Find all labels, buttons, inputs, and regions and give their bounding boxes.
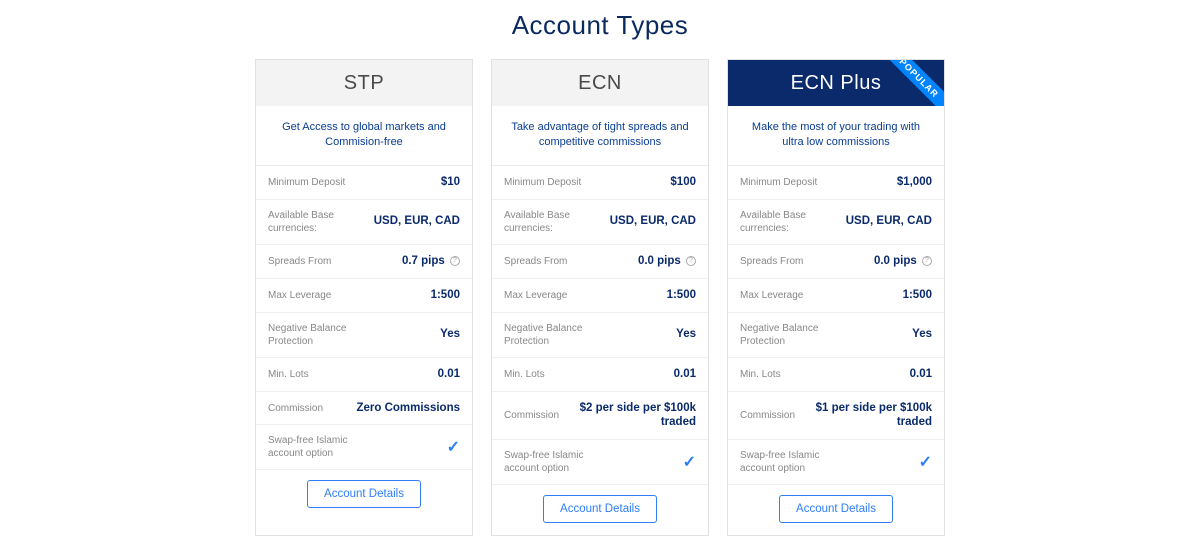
feature-value: $1 per side per $100k traded <box>795 401 932 431</box>
account-cards-container: STP Get Access to global markets and Com… <box>0 59 1200 536</box>
feature-label: Available Base currencies: <box>504 209 600 235</box>
feature-base-currencies: Available Base currencies: USD, EUR, CAD <box>256 200 472 245</box>
feature-value: $2 per side per $100k traded <box>559 401 696 431</box>
card-footer: Account Details <box>492 485 708 535</box>
check-icon: ✓ <box>683 452 696 472</box>
spreads-value: 0.7 pips <box>402 255 445 267</box>
feature-swap-free: Swap-free Islamic account option ✓ <box>256 425 472 470</box>
feature-leverage: Max Leverage 1:500 <box>256 279 472 313</box>
feature-value: Yes <box>440 327 460 342</box>
feature-base-currencies: Available Base currencies: USD, EUR, CAD <box>492 200 708 245</box>
feature-value: Yes <box>912 327 932 342</box>
card-name: ECN <box>578 72 622 95</box>
feature-label: Minimum Deposit <box>504 176 581 189</box>
feature-min-deposit: Minimum Deposit $100 <box>492 166 708 200</box>
feature-min-lots: Min. Lots 0.01 <box>728 358 944 392</box>
feature-label: Swap-free Islamic account option <box>740 449 836 475</box>
check-icon: ✓ <box>919 452 932 472</box>
feature-leverage: Max Leverage 1:500 <box>728 279 944 313</box>
feature-value: USD, EUR, CAD <box>374 214 460 229</box>
feature-label: Commission <box>740 409 795 422</box>
feature-neg-balance: Negative Balance Protection Yes <box>728 313 944 358</box>
card-footer: Account Details <box>256 470 472 520</box>
account-card-ecn-plus: ECN Plus POPULAR Make the most of your t… <box>727 59 945 536</box>
feature-value: USD, EUR, CAD <box>610 214 696 229</box>
card-header: ECN Plus POPULAR <box>728 60 944 106</box>
card-name: STP <box>344 72 384 95</box>
card-subtitle: Get Access to global markets and Commisi… <box>256 106 472 166</box>
spreads-value: 0.0 pips <box>874 255 917 267</box>
feature-value: USD, EUR, CAD <box>846 214 932 229</box>
feature-value: $10 <box>441 175 460 190</box>
feature-label: Commission <box>504 409 559 422</box>
check-icon: ✓ <box>447 437 460 457</box>
popular-ribbon: POPULAR <box>874 60 944 106</box>
feature-label: Spreads From <box>268 255 331 268</box>
feature-base-currencies: Available Base currencies: USD, EUR, CAD <box>728 200 944 245</box>
feature-min-deposit: Minimum Deposit $1,000 <box>728 166 944 200</box>
feature-label: Spreads From <box>504 255 567 268</box>
feature-neg-balance: Negative Balance Protection Yes <box>492 313 708 358</box>
feature-leverage: Max Leverage 1:500 <box>492 279 708 313</box>
account-card-stp: STP Get Access to global markets and Com… <box>255 59 473 536</box>
feature-label: Swap-free Islamic account option <box>504 449 600 475</box>
feature-label: Min. Lots <box>504 368 545 381</box>
feature-label: Negative Balance Protection <box>268 322 364 348</box>
feature-value: Yes <box>676 327 696 342</box>
feature-label: Commission <box>268 402 323 415</box>
feature-value: 0.01 <box>910 367 932 382</box>
feature-value: 0.0 pips ? <box>638 254 696 269</box>
card-header: STP <box>256 60 472 106</box>
feature-commission: Commission Zero Commissions <box>256 392 472 426</box>
feature-label: Minimum Deposit <box>740 176 817 189</box>
feature-label: Spreads From <box>740 255 803 268</box>
feature-swap-free: Swap-free Islamic account option ✓ <box>492 440 708 485</box>
feature-value: 0.01 <box>674 367 696 382</box>
feature-commission: Commission $2 per side per $100k traded <box>492 392 708 441</box>
feature-label: Negative Balance Protection <box>504 322 600 348</box>
account-details-button[interactable]: Account Details <box>307 480 421 508</box>
feature-min-deposit: Minimum Deposit $10 <box>256 166 472 200</box>
feature-spreads: Spreads From 0.0 pips ? <box>728 245 944 279</box>
card-footer: Account Details <box>728 485 944 535</box>
feature-value: 0.01 <box>438 367 460 382</box>
feature-swap-free: Swap-free Islamic account option ✓ <box>728 440 944 485</box>
feature-label: Max Leverage <box>268 289 331 302</box>
feature-label: Max Leverage <box>740 289 803 302</box>
account-card-ecn: ECN Take advantage of tight spreads and … <box>491 59 709 536</box>
feature-value: 1:500 <box>667 288 696 303</box>
feature-label: Min. Lots <box>268 368 309 381</box>
feature-label: Available Base currencies: <box>740 209 836 235</box>
card-header: ECN <box>492 60 708 106</box>
feature-min-lots: Min. Lots 0.01 <box>492 358 708 392</box>
feature-spreads: Spreads From 0.0 pips ? <box>492 245 708 279</box>
info-icon[interactable]: ? <box>686 256 696 266</box>
feature-value: $100 <box>670 175 696 190</box>
feature-value: $1,000 <box>897 175 932 190</box>
feature-value: 0.7 pips ? <box>402 254 460 269</box>
feature-label: Min. Lots <box>740 368 781 381</box>
feature-value: 0.0 pips ? <box>874 254 932 269</box>
feature-commission: Commission $1 per side per $100k traded <box>728 392 944 441</box>
feature-label: Available Base currencies: <box>268 209 364 235</box>
feature-spreads: Spreads From 0.7 pips ? <box>256 245 472 279</box>
feature-value: 1:500 <box>903 288 932 303</box>
card-subtitle: Make the most of your trading with ultra… <box>728 106 944 166</box>
feature-label: Max Leverage <box>504 289 567 302</box>
card-subtitle: Take advantage of tight spreads and comp… <box>492 106 708 166</box>
feature-value: Zero Commissions <box>356 401 460 416</box>
feature-label: Swap-free Islamic account option <box>268 434 364 460</box>
page-title: Account Types <box>0 0 1200 59</box>
feature-value: 1:500 <box>431 288 460 303</box>
spreads-value: 0.0 pips <box>638 255 681 267</box>
feature-min-lots: Min. Lots 0.01 <box>256 358 472 392</box>
feature-label: Negative Balance Protection <box>740 322 836 348</box>
feature-label: Minimum Deposit <box>268 176 345 189</box>
feature-neg-balance: Negative Balance Protection Yes <box>256 313 472 358</box>
info-icon[interactable]: ? <box>450 256 460 266</box>
info-icon[interactable]: ? <box>922 256 932 266</box>
card-name: ECN Plus <box>791 72 882 95</box>
